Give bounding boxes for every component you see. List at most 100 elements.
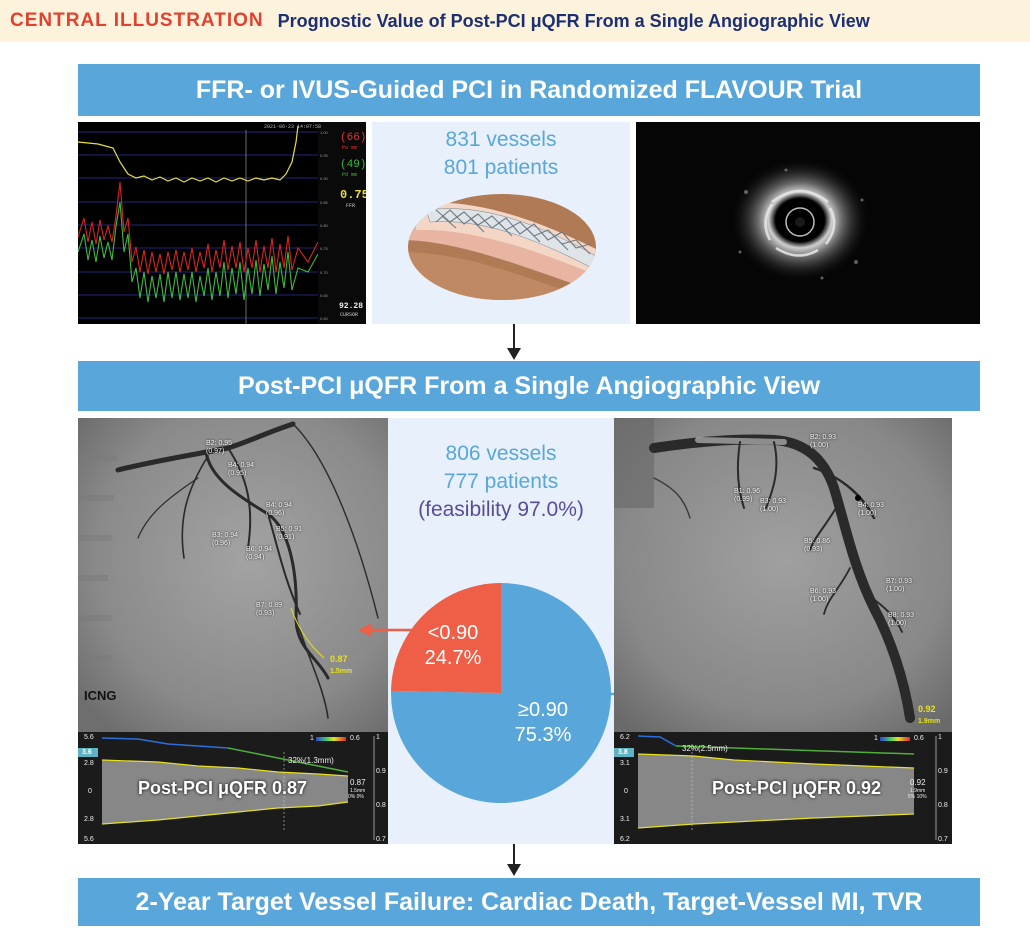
illustration-title: Prognostic Value of Post-PCI μQFR From a…: [277, 10, 870, 31]
right-seg-label: B6: 0.93 (1.00): [810, 588, 837, 603]
left-result-value: 0.87: [330, 654, 348, 664]
feasibility-rate: (feasibility 97.0%): [418, 498, 584, 521]
right-angiogram: B2: 0.93 (1.00) B1: 0.96 (0.99) B3: 0.93 (1…: [614, 418, 952, 844]
arrow-to-left-angio: [358, 623, 416, 637]
right-seg-label: B8: 0.93 (1.00): [888, 612, 915, 627]
left-strip-value: 0.87: [350, 778, 366, 787]
pd-value: (49): [340, 159, 366, 171]
right-seg-label: B5: 0.86 (0.93): [804, 538, 831, 553]
left-axis-label: 2.8: [84, 760, 94, 767]
pie-high-category: ≥0.90: [518, 699, 568, 721]
svg-text:1.00: 1.00: [320, 130, 329, 135]
left-seg-label: B4: 0.94 (0.95): [228, 462, 255, 477]
ffr-timestamp: 2021-06-23 14:07:58: [264, 124, 322, 130]
right-diameter-profile: [614, 732, 952, 844]
pa-unit: Pa mm: [342, 145, 358, 151]
analysis-banner: Post-PCI μQFR From a Single Angiographic…: [78, 361, 980, 411]
cursor-value: 92.28: [339, 302, 364, 311]
svg-text:0.80: 0.80: [320, 223, 329, 228]
left-stenosis-text: 32%(1.3mm): [288, 756, 334, 765]
right-angiogram-graphic: [614, 418, 952, 732]
analysis-vessel-count: 806 vessels: [445, 442, 557, 465]
flow-arrowhead-1: [507, 348, 521, 360]
trial-banner: FFR- or IVUS-Guided PCI in Randomized FL…: [78, 64, 980, 116]
left-diameter-strip: 1 0.6 5.6 3.6 2.8 0 2.8 5.6 1 0.9 0.8 0.…: [78, 732, 388, 844]
svg-text:0.95: 0.95: [320, 153, 329, 158]
right-axis-label: 3.1: [620, 816, 630, 823]
svg-text:0.65: 0.65: [320, 293, 329, 298]
ivus-cross-section-graphic: [730, 158, 870, 282]
left-seg-label: B3: 0.94 (0.96): [212, 532, 239, 547]
left-axis-label: 5.6: [84, 836, 94, 843]
right-result-value: 0.92: [918, 704, 936, 714]
ffr-waveform-graphic: 1.00 0.95 0.90 0.85 0.80 0.75 0.70 0.65 0.60: [78, 122, 366, 324]
left-axis-label: 3.6: [82, 749, 92, 756]
left-strip-percent: 0% 0%: [348, 794, 364, 800]
right-axis-right: 0.7: [938, 836, 948, 843]
pd-unit: Pd mm: [342, 172, 358, 178]
left-seg-label: B6: 0.94 (0.94): [246, 546, 273, 561]
left-strip-diameter: 1.5mm: [350, 788, 366, 794]
right-result-diameter: 1.9mm: [918, 718, 941, 725]
left-seg-label: B4: 0.94 (0.96): [266, 502, 293, 517]
right-axis-label: 3.1: [620, 760, 630, 767]
flow-arrowhead-2: [507, 864, 521, 876]
left-strip-label: Post-PCI μQFR 0.87: [138, 778, 308, 798]
right-axis-right: 1: [938, 734, 942, 741]
ivus-image: [636, 122, 980, 324]
left-result-diameter: 1.5mm: [330, 668, 353, 675]
outcome-banner: 2-Year Target Vessel Failure: Cardiac De…: [78, 878, 980, 926]
right-stenosis-text: 32%(2.5mm): [682, 744, 728, 753]
pie-slice-low: [391, 583, 501, 693]
right-diameter-strip: 1 0.6 6.2 3.8 3.1 0 3.1 6.2 1 0.9 0.8 0.…: [614, 732, 952, 844]
pie-low-percent: 24.7%: [424, 647, 482, 669]
ffr-pressure-tracing: 1.00 0.95 0.90 0.85 0.80 0.75 0.70 0.65 0.60 2…: [78, 122, 366, 324]
pie-low-category: <0.90: [427, 622, 479, 644]
right-axis-right: 0.9: [938, 768, 948, 775]
left-axis-label: 0: [88, 788, 92, 795]
right-seg-label: B3: 0.93 (1.00): [760, 498, 787, 513]
left-seg-label: B7: 0.89 (0.93): [256, 602, 283, 617]
left-axis-label: 2.8: [84, 816, 94, 823]
ffr-value: 0.75: [340, 188, 366, 202]
left-axis-right: 0.7: [376, 836, 386, 843]
right-axis-label: 0: [624, 788, 628, 795]
qfr-pie-chart: [391, 583, 611, 803]
left-seg-label: B2: 0.95 (0.97): [206, 440, 233, 455]
pie-label-low: <0.90 24.7%: [406, 621, 500, 671]
right-axis-label: 6.2: [620, 836, 630, 843]
left-angiogram: ICNG B2: 0.95 (0.97) B4: 0.94 (0.95) B4: 0…: [78, 418, 388, 844]
right-seg-label: B1: 0.96 (0.99): [734, 488, 761, 503]
left-diameter-profile: [78, 732, 388, 844]
right-colorbar-max: 0.6: [914, 735, 924, 742]
svg-text:0.60: 0.60: [320, 316, 329, 321]
right-seg-label: B2: 0.93 (1.00): [810, 434, 837, 449]
right-axis-label: 6.2: [620, 734, 630, 741]
right-axis-right: 0.8: [938, 802, 948, 809]
right-strip-label: Post-PCI μQFR 0.92: [712, 778, 882, 798]
left-axis-right: 0.8: [376, 802, 386, 809]
svg-text:0.85: 0.85: [320, 200, 329, 205]
left-axis-right: 1: [376, 734, 380, 741]
pie-label-high: ≥0.90 75.3%: [498, 698, 588, 748]
trial-patient-count: 801 patients: [443, 156, 559, 179]
left-seg-label: B5: 0.91 (0.91): [276, 526, 303, 541]
svg-text:0.75: 0.75: [320, 246, 329, 251]
analysis-patient-count: 777 patients: [443, 470, 559, 493]
right-strip-diameter: 1.9mm: [910, 788, 926, 794]
right-strip-percent: 5% 10%: [908, 794, 927, 800]
cursor-label: CURSOR: [340, 312, 359, 318]
right-seg-label: B7: 0.93 (1.00): [886, 578, 913, 593]
pa-value: (66): [340, 132, 366, 144]
left-colorbar-min: 1: [310, 735, 314, 742]
right-strip-value: 0.92: [910, 778, 926, 787]
flow-arrow-2: [513, 844, 515, 866]
left-colorbar-max: 0.6: [350, 735, 360, 742]
illustration-label: CENTRAL ILLUSTRATION: [10, 10, 264, 31]
left-angio-handwriting: ICNG: [84, 688, 117, 703]
svg-text:0.70: 0.70: [320, 270, 329, 275]
trial-stats-panel: 831 vessels 801 patients: [372, 122, 630, 324]
right-axis-label: 3.8: [618, 749, 628, 756]
left-axis-label: 5.6: [84, 734, 94, 741]
left-axis-right: 0.9: [376, 768, 386, 775]
